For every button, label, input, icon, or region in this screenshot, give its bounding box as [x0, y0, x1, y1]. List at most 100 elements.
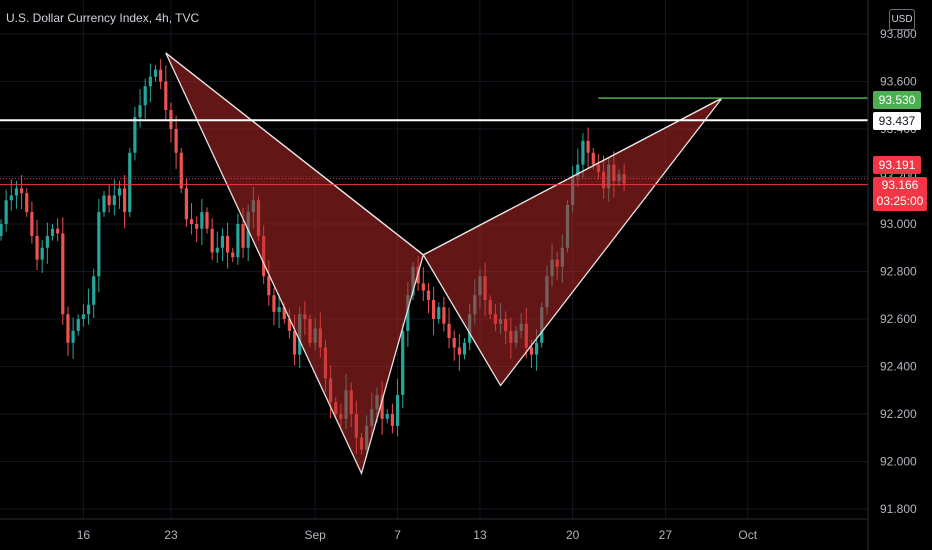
candle-body [35, 235, 39, 260]
candle-body [189, 219, 194, 224]
x-axis[interactable]: 16 23 Sep 7 13 20 27 Oct [77, 528, 758, 542]
last-price-label: 93.166 03:25:00 [873, 177, 927, 211]
candle-body [215, 247, 219, 253]
candle-body [30, 212, 34, 236]
candle-body [195, 224, 199, 229]
candle-body [123, 188, 127, 213]
candle-body [447, 323, 451, 338]
last-price-value: 93.166 [881, 178, 919, 192]
level-price-label: 93.437 [873, 112, 921, 130]
candle-body [581, 140, 585, 165]
candle-body [385, 414, 389, 419]
candle-body [406, 295, 410, 331]
candle-body [66, 314, 70, 343]
candle-body [97, 212, 101, 277]
candle-body [292, 330, 297, 355]
candle-body [9, 195, 13, 201]
candle-body [426, 290, 431, 300]
candle-body [210, 228, 214, 253]
y-tick-label: 92.600 [880, 312, 917, 326]
candle-body [45, 235, 49, 248]
candle-body [71, 330, 75, 343]
candle-body [457, 347, 461, 355]
pattern-triangle-xab [165, 52, 425, 476]
x-tick-label: 13 [473, 528, 487, 542]
candle-body [591, 152, 595, 165]
candle-body [56, 228, 60, 234]
candle-body [241, 224, 245, 248]
candle-body [462, 342, 467, 355]
candle-body [153, 69, 158, 77]
candle-body [535, 342, 539, 355]
candle-body [159, 69, 163, 82]
candle-body [4, 200, 8, 224]
candle-body [586, 140, 590, 153]
candle-body [40, 247, 44, 260]
candle-body [112, 195, 116, 205]
candle-body [529, 347, 534, 355]
candle-body [138, 105, 142, 118]
pattern-leg-bd [422, 97, 723, 256]
x-tick-label: Oct [738, 528, 757, 542]
candle-body [184, 188, 188, 220]
candle-body [226, 235, 230, 253]
candle-body [164, 81, 168, 110]
candle-body [390, 414, 394, 426]
candle-body [14, 188, 19, 196]
harmonic-pattern [165, 52, 723, 476]
candle-body [61, 233, 65, 315]
y-tick-label: 91.800 [880, 502, 917, 516]
x-tick-label: 23 [164, 528, 178, 542]
candle-body [432, 300, 436, 319]
candle-body [179, 152, 183, 189]
y-tick-label: 92.400 [880, 360, 917, 374]
candle-body [220, 235, 225, 248]
candle-body [236, 224, 240, 258]
bar-countdown: 03:25:00 [876, 194, 924, 208]
candle-body [174, 129, 178, 153]
candle-body [143, 86, 147, 106]
candle-body [267, 276, 271, 296]
y-tick-label: 93.800 [880, 27, 917, 41]
x-tick-label: 20 [566, 528, 580, 542]
chart-title: U.S. Dollar Currency Index, 4h, TVC [6, 11, 200, 25]
y-tick-label: 92.000 [880, 455, 917, 469]
candle-body [231, 252, 235, 258]
candle-body [452, 338, 456, 348]
candle-body [442, 307, 446, 324]
candle-body [277, 307, 281, 312]
candle-body [437, 307, 441, 319]
candle-body [282, 307, 286, 319]
candle-body [76, 319, 80, 331]
candle-body [20, 188, 24, 194]
y-tick-label: 93.600 [880, 75, 917, 89]
y-tick-label: 93.000 [880, 217, 917, 231]
currency-badge[interactable]: USD [889, 9, 915, 30]
x-tick-label: 7 [394, 528, 401, 542]
candle-body [25, 193, 29, 213]
target-price-label: 93.530 [873, 91, 921, 109]
candle-body [421, 283, 425, 291]
pattern-leg-xb [165, 52, 424, 256]
x-tick-label: Sep [304, 528, 326, 542]
candle-body [205, 212, 209, 229]
candle-body [117, 188, 122, 196]
price-levels [0, 97, 868, 186]
candle-body [287, 319, 291, 331]
candle-body [148, 76, 152, 87]
candle-body [102, 195, 106, 213]
candle-body [128, 152, 132, 213]
candle-body [0, 224, 3, 236]
y-tick-label: 92.200 [880, 407, 917, 421]
candle-body [200, 212, 204, 229]
candle-body [395, 395, 400, 426]
candle-body [81, 314, 85, 319]
candle-body [86, 304, 91, 315]
candle-body [133, 117, 137, 153]
y-tick-label: 92.800 [880, 265, 917, 279]
candle-body [272, 295, 276, 312]
candle-body [576, 164, 580, 177]
x-tick-label: 27 [659, 528, 673, 542]
candle-body [380, 395, 384, 419]
